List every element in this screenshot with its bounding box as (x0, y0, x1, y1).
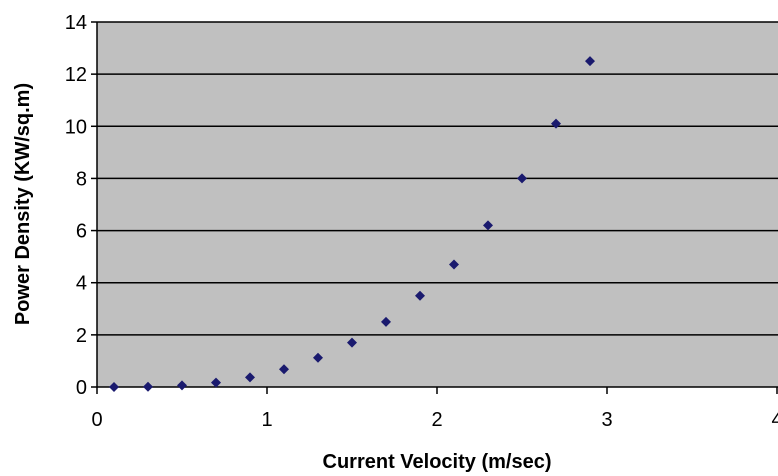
y-tick-label: 0 (76, 377, 87, 399)
data-point (415, 290, 425, 301)
data-point (245, 372, 255, 383)
plot-area (97, 22, 778, 387)
y-tick-label: 10 (65, 116, 87, 138)
data-point (381, 316, 391, 327)
y-axis-title: Power Density (KW/sq.m) (12, 83, 34, 325)
data-point (177, 380, 187, 391)
data-point (347, 337, 357, 348)
data-point (109, 382, 119, 392)
y-tick-label: 2 (76, 325, 87, 347)
data-point (517, 173, 527, 184)
x-tick-label: 2 (431, 409, 442, 431)
x-tick-label: 0 (91, 409, 102, 431)
data-point (211, 377, 221, 388)
y-axis-ticks: 0 2 4 6 8 10 12 14 (65, 12, 97, 399)
data-point (449, 259, 459, 270)
y-tick-label: 8 (76, 168, 87, 190)
y-tick-label: 4 (76, 273, 87, 295)
data-point (585, 56, 595, 67)
x-tick-label: 4 (771, 409, 778, 431)
y-tick-label: 14 (65, 12, 87, 34)
data-points (109, 56, 595, 392)
data-point (483, 220, 493, 231)
x-axis-title: Current Velocity (m/sec) (323, 451, 552, 473)
x-axis-ticks: 0 1 2 3 4 (91, 387, 778, 431)
data-point (279, 364, 289, 375)
y-tick-label: 6 (76, 221, 87, 243)
x-tick-label: 3 (601, 409, 612, 431)
data-point (143, 381, 153, 392)
x-tick-label: 1 (261, 409, 272, 431)
data-point (313, 352, 323, 363)
data-point (551, 118, 561, 129)
y-tick-label: 12 (65, 64, 87, 86)
gridlines (97, 21, 778, 336)
